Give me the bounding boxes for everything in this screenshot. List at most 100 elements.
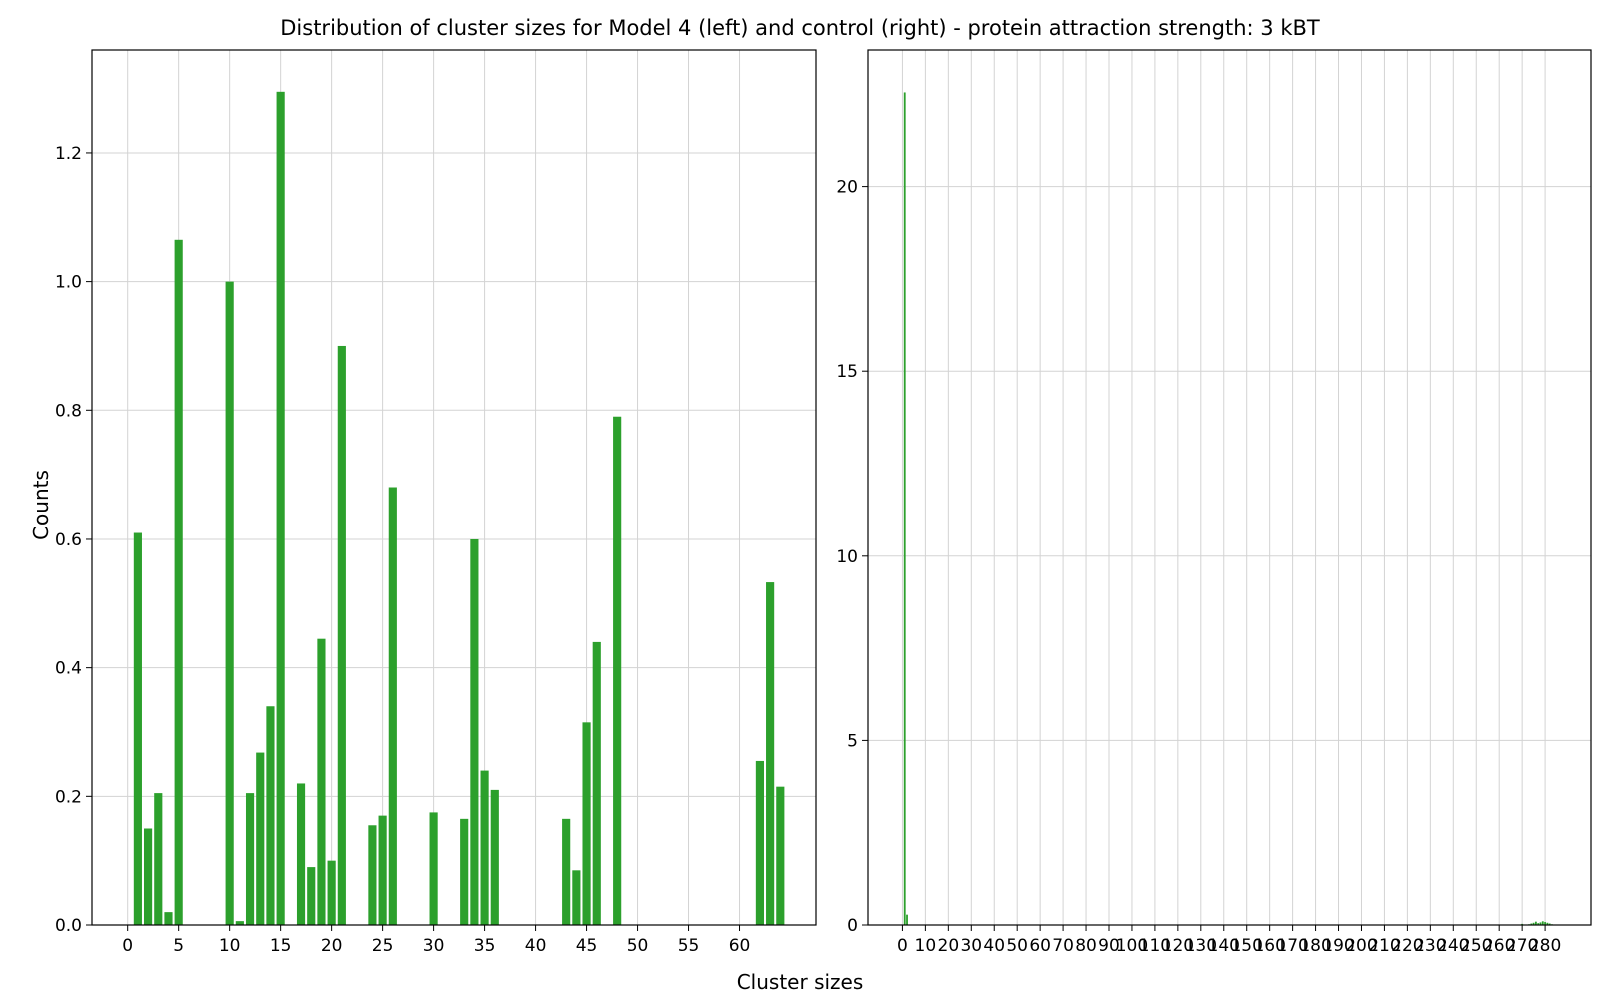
x-tick-label: 160: [1253, 936, 1285, 956]
x-tick-label: 80: [1075, 936, 1097, 956]
x-tick-label: 180: [1299, 936, 1331, 956]
x-tick-label: 20: [321, 936, 343, 956]
x-tick-label: 45: [576, 936, 598, 956]
y-tick-label: 0: [847, 916, 858, 936]
x-tick-label: 20: [938, 936, 960, 956]
bar: [174, 239, 183, 925]
y-tick-label: 15: [836, 362, 858, 382]
bar: [235, 921, 244, 925]
x-tick-label: 5: [173, 936, 184, 956]
bar: [225, 281, 234, 925]
x-tick-label: 0: [897, 936, 908, 956]
y-tick-label: 20: [836, 178, 858, 198]
x-tick-label: 25: [372, 936, 394, 956]
bar: [368, 825, 377, 925]
bar: [337, 345, 346, 925]
bar: [480, 770, 489, 925]
bar: [1546, 922, 1549, 925]
bar: [776, 786, 785, 925]
x-tick-label: 270: [1506, 936, 1538, 956]
bar: [1534, 921, 1537, 925]
bar: [1548, 923, 1551, 925]
bar: [327, 860, 336, 925]
x-tick-label: 140: [1208, 936, 1240, 956]
x-tick-label: 170: [1276, 936, 1308, 956]
bar: [144, 828, 153, 925]
x-tick-label: 280: [1529, 936, 1561, 956]
bar: [906, 914, 908, 925]
bar: [307, 867, 316, 925]
x-tick-label: 0: [122, 936, 133, 956]
bar: [256, 752, 265, 925]
bar: [766, 582, 775, 925]
x-tick-label: 110: [1139, 936, 1171, 956]
x-tick-label: 35: [474, 936, 496, 956]
y-tick-label: 5: [847, 731, 858, 751]
x-tick-label: 10: [915, 936, 937, 956]
y-tick-label: 0.6: [55, 530, 82, 550]
x-tick-label: 90: [1098, 936, 1120, 956]
x-tick-label: 190: [1322, 936, 1354, 956]
bar: [1530, 923, 1533, 925]
bar: [154, 793, 163, 925]
bar: [245, 793, 255, 925]
x-tick-label: 120: [1162, 936, 1194, 956]
plot-frame: [867, 49, 1592, 926]
x-tick-label: 240: [1437, 936, 1469, 956]
panel-left: 0 5 10 15 20 25 30 35 40 45 50 55 60 0.0 0.2 0.4 0.6 0.8 1…: [55, 49, 817, 956]
bar: [133, 532, 142, 925]
bar: [1541, 921, 1544, 925]
bar: [470, 538, 479, 925]
bar: [1532, 922, 1535, 925]
plot-frame: [91, 49, 817, 926]
x-tick-label: 10: [219, 936, 241, 956]
x-tick-label: 100: [1116, 936, 1148, 956]
x-tick-label: 30: [423, 936, 445, 956]
y-tick-label: 1.2: [55, 144, 82, 164]
bar: [429, 812, 438, 925]
x-tick-label: 220: [1391, 936, 1423, 956]
bar: [317, 638, 326, 925]
x-tick-label: 210: [1368, 936, 1400, 956]
bar: [613, 416, 622, 925]
bar: [592, 641, 601, 925]
x-tick-label: 40: [983, 936, 1005, 956]
bar: [388, 487, 397, 925]
bar: [266, 706, 275, 925]
bar: [276, 91, 285, 926]
x-tick-label: 30: [960, 936, 982, 956]
x-tick-label: 50: [627, 936, 649, 956]
bar: [164, 912, 173, 925]
x-tick-label: 250: [1460, 936, 1492, 956]
y-tick-label: 10: [836, 547, 858, 567]
x-tick-label: 70: [1052, 936, 1074, 956]
y-tick-label: 0.8: [55, 401, 82, 421]
bar: [1537, 923, 1540, 925]
panel-right: 0 10 20 30 40 50 60 70 80 90100110120130140150160…: [836, 49, 1592, 956]
x-tick-label: 60: [1029, 936, 1051, 956]
x-tick-label: 130: [1185, 936, 1217, 956]
bar: [582, 722, 591, 925]
x-axis-label: Cluster sizes: [736, 970, 864, 994]
x-tick-label: 50: [1006, 936, 1028, 956]
x-tick-label: 40: [525, 936, 547, 956]
bar: [460, 818, 469, 925]
bar: [903, 92, 906, 925]
y-tick-label: 0.2: [55, 787, 82, 807]
x-tick-label: 150: [1230, 936, 1262, 956]
bar: [572, 870, 581, 925]
y-tick-label: 0.0: [55, 916, 82, 936]
bar: [1539, 922, 1542, 925]
chart-title: Distribution of cluster sizes for Model …: [280, 16, 1320, 40]
bar: [562, 818, 571, 925]
bar: [1544, 922, 1547, 925]
bar: [296, 783, 306, 925]
x-tick-label: 55: [678, 936, 700, 956]
y-tick-label: 0.4: [55, 659, 82, 679]
x-tick-label: 60: [729, 936, 751, 956]
bar: [490, 789, 499, 925]
x-tick-label: 230: [1414, 936, 1446, 956]
bar: [378, 815, 387, 925]
bar: [755, 760, 764, 925]
